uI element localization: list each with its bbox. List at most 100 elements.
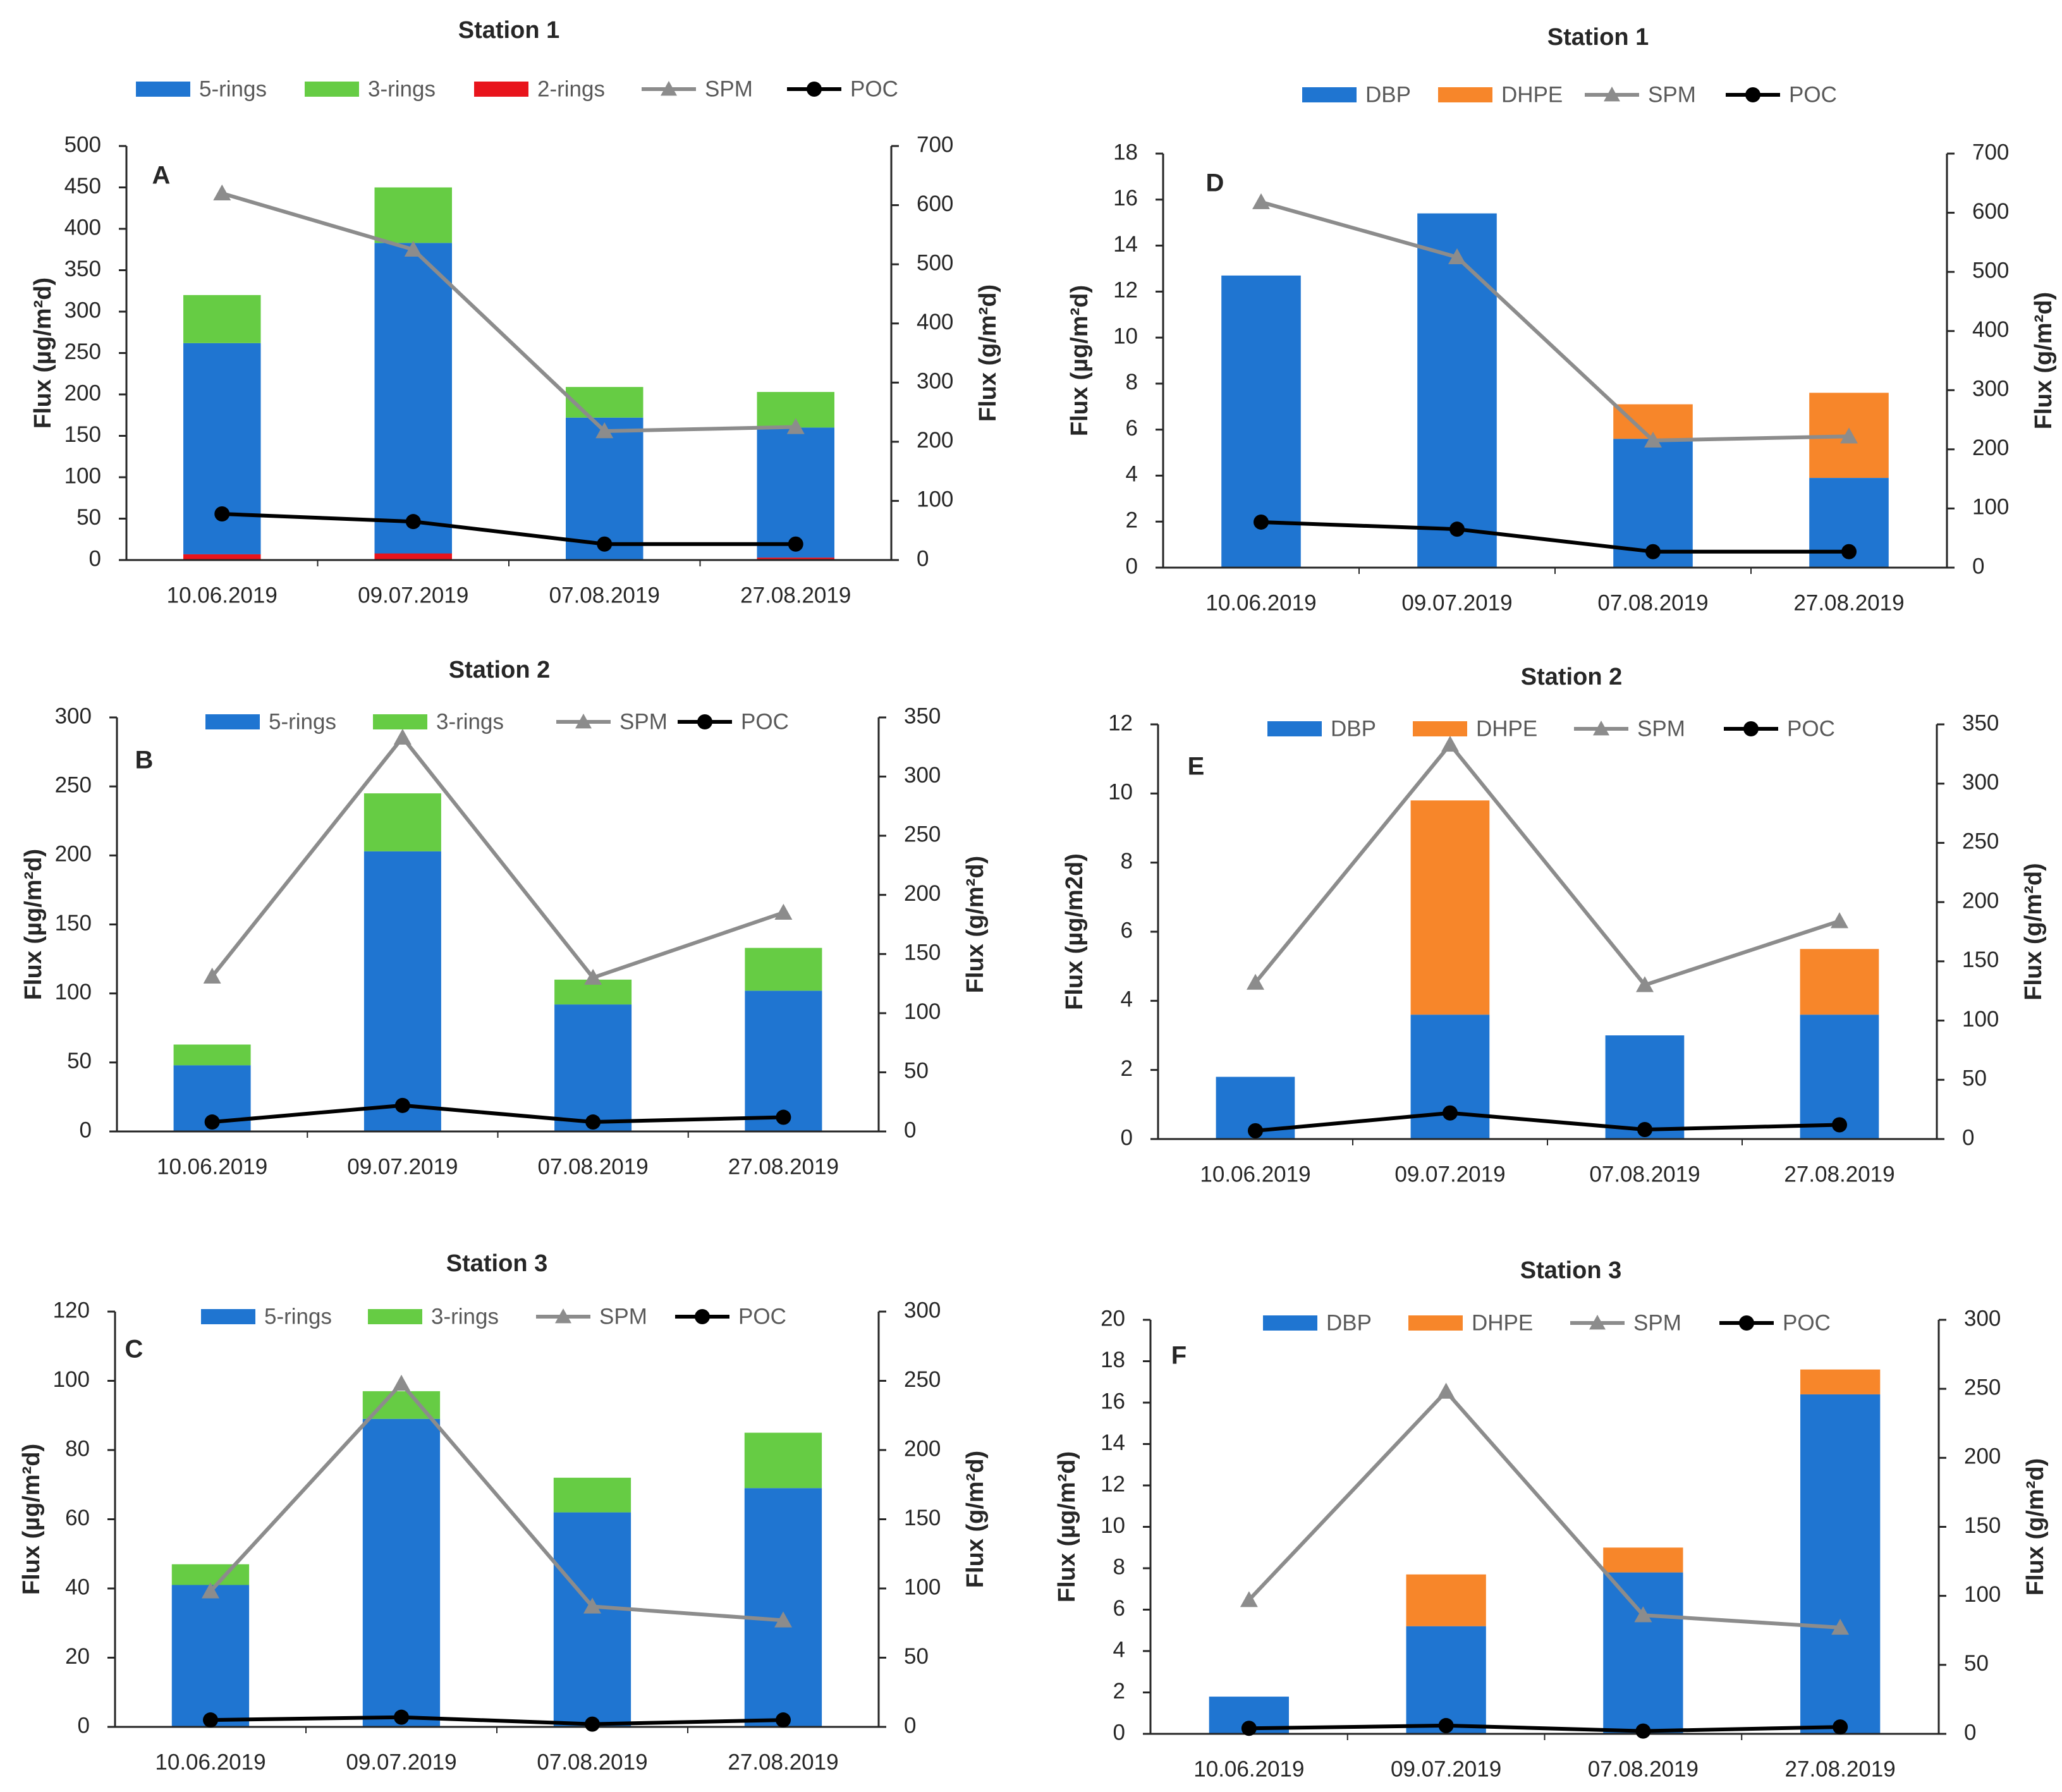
x-tick-label: 09.07.2019: [1391, 1757, 1501, 1781]
legend-label: 5-rings: [264, 1304, 332, 1329]
y2-axis-title: Flux (g/m²d): [975, 284, 1001, 422]
y-tick-label: 0: [80, 1118, 92, 1142]
bar-5-rings: [744, 1488, 822, 1727]
chart-title: Station 2: [1521, 664, 1622, 690]
y2-tick-label: 300: [917, 369, 953, 394]
x-tick-label: 07.08.2019: [538, 1154, 649, 1179]
y-tick-label: 2: [1126, 508, 1138, 532]
y-tick-label: 6: [1121, 918, 1133, 942]
y-tick-label: 100: [64, 463, 101, 488]
legend-item-dbp: DBP: [1263, 1310, 1372, 1335]
y-tick-label: 18: [1113, 140, 1138, 164]
legend-item-spm: SPM: [1585, 82, 1696, 107]
x-tick-label: 07.08.2019: [1589, 1162, 1700, 1186]
point-spm: [1441, 735, 1459, 752]
y-tick-label: 60: [65, 1506, 90, 1530]
y2-tick-label: 700: [917, 132, 953, 157]
legend-marker: [807, 82, 822, 97]
chart-panel-b: Station 2 B 0 50 100 150 200 250 300 0 50 100 150 200…: [20, 657, 989, 1179]
y2-tick-label: 700: [1972, 140, 2009, 164]
point-poc: [1443, 1105, 1458, 1121]
legend-marker: [575, 714, 592, 729]
point-poc: [1645, 544, 1661, 559]
y-tick-label: 14: [1101, 1430, 1125, 1455]
point-poc: [788, 536, 803, 552]
y-tick-label: 10: [1108, 780, 1133, 805]
chart-panel-f: Station 3F024681012141618200501001502002…: [1054, 1257, 2049, 1781]
y2-tick-label: 400: [1972, 317, 2009, 342]
chart-panel-e: Station 2 E 0 2 4 6 8 10 12 0 50 100 150 200 250 300 350…: [1061, 664, 2047, 1186]
series-line-poc: [1255, 1111, 1840, 1133]
y2-tick-label: 100: [1972, 495, 2009, 520]
bar-3-rings: [744, 1432, 822, 1489]
y-tick-label: 12: [1101, 1472, 1125, 1496]
series-line-spm: [210, 735, 784, 980]
y-tick-label: 300: [64, 298, 101, 322]
y-tick-label: 6: [1126, 416, 1138, 441]
y-tick-label: 0: [1121, 1125, 1133, 1150]
legend-marker: [695, 1309, 710, 1324]
y-tick-label: 300: [55, 704, 92, 728]
y2-tick-label: 250: [904, 1367, 941, 1392]
legend-item-poc: POC: [787, 76, 898, 101]
point-spm: [1831, 912, 1848, 929]
point-spm: [1252, 193, 1270, 209]
legend-item-poc: POC: [675, 1304, 786, 1329]
series-line-spm: [1260, 200, 1850, 442]
point-spm: [203, 967, 221, 984]
y2-tick-label: 300: [1962, 770, 1999, 795]
panel-letter: E: [1188, 753, 1205, 781]
legend-label: DBP: [1331, 716, 1376, 741]
y-tick-label: 12: [1108, 710, 1133, 735]
panel-letter: B: [135, 747, 154, 774]
legend-marker: [1593, 721, 1609, 736]
y-axis-title: Flux (µg/m²d): [20, 849, 47, 1000]
legend-item-spm: SPM: [642, 76, 753, 101]
y2-tick-label: 250: [904, 822, 941, 846]
bar-5-rings: [171, 1585, 250, 1727]
legend-label: SPM: [1633, 1310, 1681, 1335]
y2-tick-label: 200: [917, 428, 953, 453]
point-poc: [1254, 514, 1269, 530]
bar-3-rings: [171, 1564, 250, 1585]
y-tick-label: 16: [1113, 186, 1138, 210]
y-tick-label: 50: [76, 505, 101, 530]
y2-tick-label: 150: [1964, 1513, 2001, 1538]
x-tick-label: 07.08.2019: [1597, 590, 1708, 615]
y2-axis-title: Flux (g/m²d): [962, 856, 989, 993]
x-tick-label: 09.07.2019: [1394, 1162, 1505, 1186]
legend-label: 5-rings: [269, 709, 336, 734]
bar-3-rings: [553, 1477, 631, 1513]
y-tick-label: 0: [1113, 1720, 1125, 1745]
legend-marker: [555, 1308, 571, 1324]
y2-tick-label: 150: [1962, 948, 1999, 972]
legend-item-poc: POC: [1719, 1310, 1831, 1335]
legend-item-poc: POC: [1724, 716, 1835, 741]
legend-item-poc: POC: [678, 709, 789, 734]
bar-dbp: [1800, 1394, 1881, 1734]
point-spm: [1644, 431, 1662, 448]
legend-label: POC: [1787, 716, 1835, 741]
x-tick-label: 10.06.2019: [1200, 1162, 1310, 1186]
point-poc: [776, 1109, 791, 1125]
legend-item-dbp: DBP: [1302, 82, 1411, 107]
y-tick-label: 20: [1101, 1306, 1125, 1331]
y2-tick-label: 300: [1972, 377, 2009, 401]
y-tick-label: 20: [65, 1644, 90, 1669]
point-spm: [595, 422, 614, 439]
legend-swatch: [305, 82, 359, 97]
bar-dbp: [1417, 213, 1497, 568]
y-tick-label: 10: [1101, 1513, 1125, 1538]
legend-label: DBP: [1326, 1310, 1372, 1335]
y2-tick-label: 250: [1964, 1375, 2001, 1399]
point-spm: [1634, 1606, 1652, 1623]
y-tick-label: 100: [55, 980, 92, 1004]
bar-5-rings: [566, 417, 644, 559]
point-poc: [203, 1712, 218, 1728]
y-tick-label: 0: [1126, 554, 1138, 578]
y-tick-label: 2: [1121, 1056, 1133, 1081]
point-poc: [776, 1712, 791, 1728]
point-poc: [1449, 521, 1465, 537]
bar-3-rings: [173, 1044, 251, 1066]
legend-item-spm: SPM: [536, 1304, 647, 1329]
